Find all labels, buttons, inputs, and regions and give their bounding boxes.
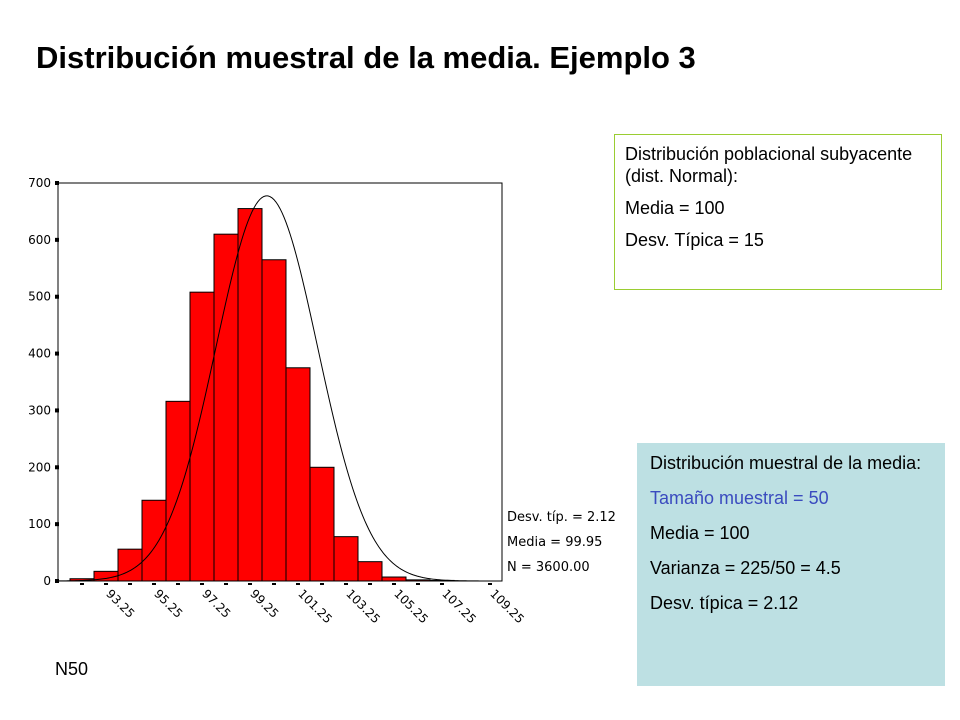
population-heading: Distribución poblacional subyacente (dis… <box>625 144 913 186</box>
stats-annotation: N = 3600.00 <box>507 560 590 575</box>
histogram-bar <box>333 536 359 582</box>
x-tick-label: 105.25 <box>391 587 431 627</box>
x-tick <box>152 583 156 585</box>
y-tick <box>55 351 59 356</box>
y-tick-label: 400 <box>28 347 51 361</box>
histogram-bar <box>237 208 263 582</box>
histogram-bar <box>309 466 335 582</box>
histogram-bar <box>189 291 215 582</box>
x-tick-label: 107.25 <box>439 587 479 627</box>
histogram-bar <box>165 400 191 582</box>
stats-annotation: Media = 99.95 <box>507 535 602 550</box>
stats-annotation: Desv. típ. = 2.12 <box>507 510 616 525</box>
histogram-bar <box>213 233 239 582</box>
x-tick-label: 101.25 <box>295 587 335 627</box>
y-tick-label: 700 <box>28 176 51 190</box>
dataset-label: N50 <box>55 659 89 679</box>
histogram-bar <box>285 367 311 582</box>
x-tick <box>392 583 396 585</box>
y-tick-label: 600 <box>28 233 51 247</box>
population-mean: Media = 100 <box>625 198 725 218</box>
y-tick-label: 500 <box>28 290 51 304</box>
sample-size: Tamaño muestral = 50 <box>650 488 829 508</box>
sample-mean: Media = 100 <box>650 523 750 543</box>
y-tick <box>55 294 59 299</box>
x-tick-label: 95.25 <box>151 587 185 621</box>
histogram-bar <box>405 579 431 582</box>
histogram-bar <box>141 499 167 582</box>
y-tick <box>55 408 59 413</box>
x-tick <box>440 583 444 585</box>
normal-curve-line <box>57 195 502 582</box>
y-tick <box>55 237 59 242</box>
x-tick <box>296 583 300 585</box>
y-tick <box>55 522 59 527</box>
x-tick-label: 93.25 <box>103 587 137 621</box>
sample-info-box: Distribución muestral de la media: Tamañ… <box>637 443 945 686</box>
x-tick <box>200 583 204 585</box>
x-tick <box>104 583 108 585</box>
x-tick <box>344 583 348 585</box>
histogram-bar <box>357 561 383 582</box>
population-info-box: Distribución poblacional subyacente (dis… <box>614 134 942 290</box>
x-tick-minor <box>416 583 420 585</box>
y-tick <box>55 579 59 583</box>
x-tick-label: 99.25 <box>247 587 281 621</box>
slide-title: Distribución muestral de la media. Ejemp… <box>36 40 696 75</box>
x-tick-minor <box>224 583 228 585</box>
sample-heading: Distribución muestral de la media: <box>650 453 922 473</box>
x-tick-minor <box>176 583 180 585</box>
x-tick <box>488 583 492 585</box>
histogram-bar <box>261 259 287 582</box>
x-tick-label: 109.25 <box>487 587 527 627</box>
x-tick-minor <box>368 583 372 585</box>
x-tick <box>248 583 252 585</box>
y-tick-label: 0 <box>43 574 51 588</box>
y-tick <box>55 181 59 185</box>
y-tick-label: 100 <box>28 517 51 531</box>
histogram-bar <box>381 576 407 582</box>
x-tick-minor <box>80 583 84 585</box>
sample-variance: Varianza = 225/50 = 4.5 <box>650 558 841 578</box>
x-tick-label: 97.25 <box>199 587 233 621</box>
x-tick-minor <box>272 583 276 585</box>
sample-sd: Desv. típica = 2.12 <box>650 593 799 613</box>
y-tick <box>55 465 59 470</box>
population-sd: Desv. Típica = 15 <box>625 230 764 250</box>
x-tick-minor <box>128 583 132 585</box>
y-tick-label: 300 <box>28 403 51 417</box>
x-tick-label: 103.25 <box>343 587 383 627</box>
x-tick-minor <box>320 583 324 585</box>
y-tick-label: 200 <box>28 460 51 474</box>
